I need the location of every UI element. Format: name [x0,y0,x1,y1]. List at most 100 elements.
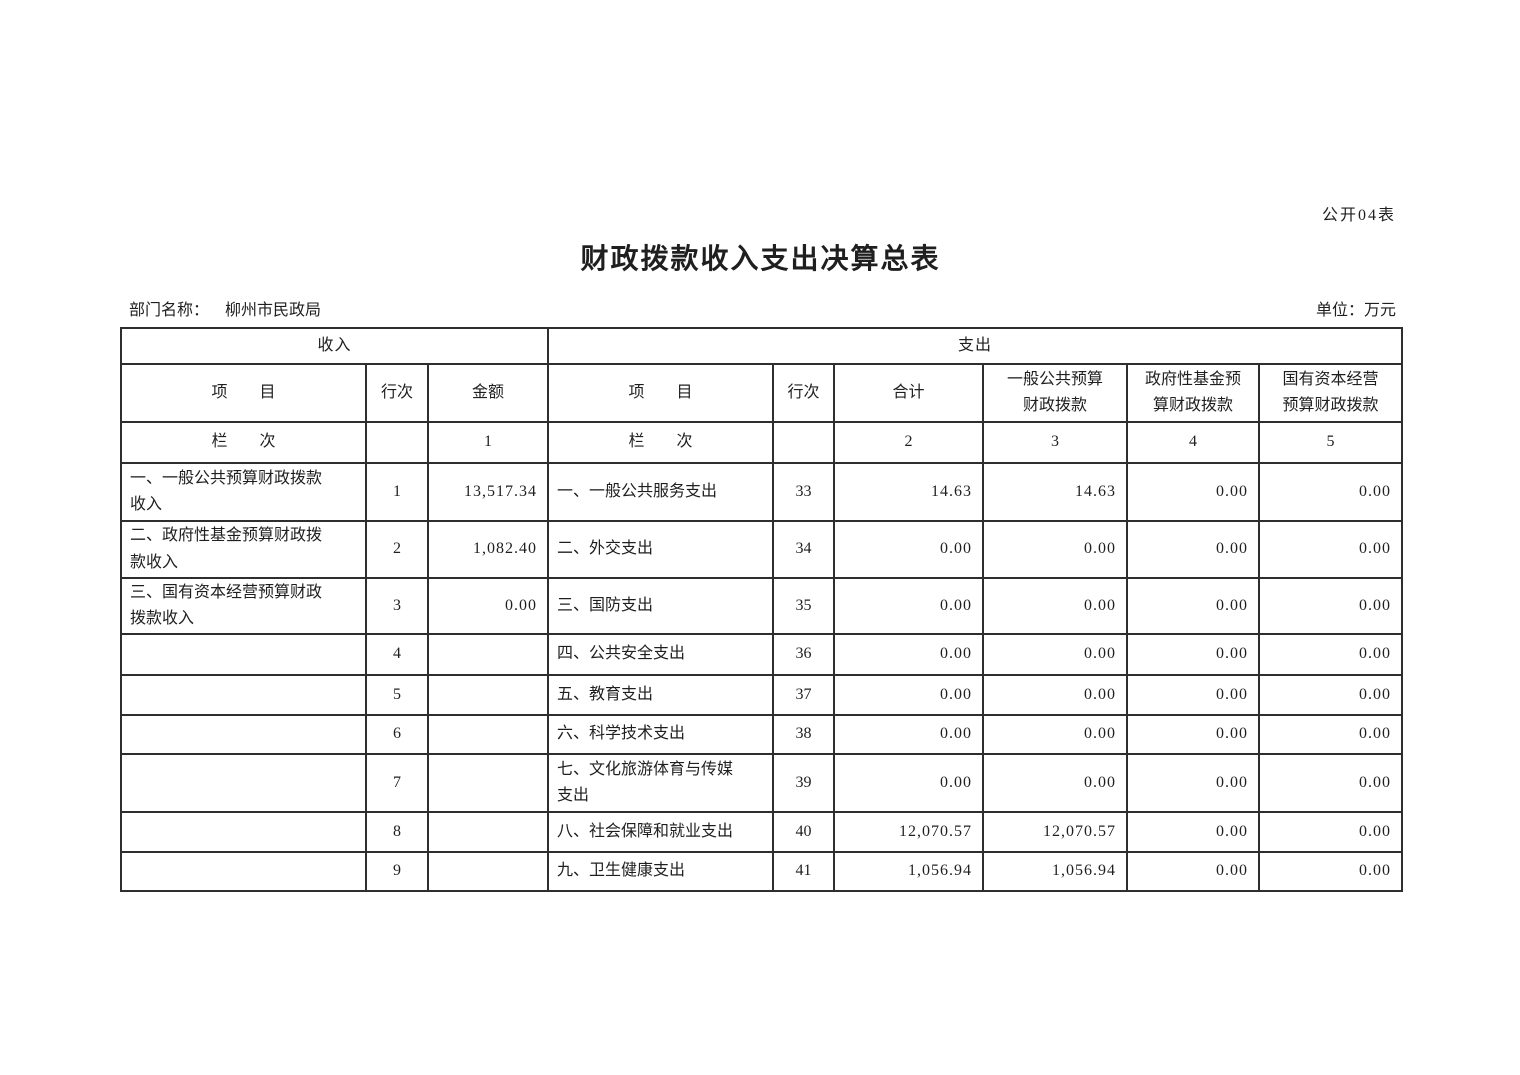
general-budget-cell: 0.00 [982,633,1129,676]
table-row: 二、政府性基金预算财政拨 款收入 2 1,082.40 二、外交支出 34 0.… [120,520,1404,579]
general-budget-cell: 12,070.57 [982,811,1129,853]
income-amount-header: 金额 [426,363,550,423]
total-cell: 0.00 [833,577,985,635]
gov-fund-cell: 0.00 [1126,577,1261,635]
expense-rowno-cell: 41 [772,851,836,892]
expense-lanci-cell: 栏 次 [547,421,775,464]
gov-fund-cell: 0.00 [1126,714,1261,755]
general-budget-cell: 0.00 [982,753,1129,813]
income-rowno-cell: 2 [365,520,429,579]
income-rowno-cell: 6 [365,714,429,755]
table-row: 三、国有资本经营预算财政 拨款收入 3 0.00 三、国防支出 35 0.00 … [120,577,1404,635]
column-number-cell: 2 [833,421,985,464]
table-row: 4 四、公共安全支出 36 0.00 0.00 0.00 0.00 [120,633,1404,676]
expense-rowno-cell: 40 [772,811,836,853]
column-index-row: 栏 次 1 栏 次 2 3 4 5 [120,421,1404,464]
income-rowno-cell: 7 [365,753,429,813]
expense-item-header: 项 目 [547,363,775,423]
general-budget-cell: 0.00 [982,714,1129,755]
empty-cell [365,421,429,464]
table-row: 一、一般公共预算财政拨款 收入 1 13,517.34 一、一般公共服务支出 3… [120,462,1404,522]
income-amount-cell [426,811,550,853]
expense-item-cell: 五、教育支出 [547,674,775,716]
state-capital-cell: 0.00 [1258,714,1404,755]
expense-item-cell: 七、文化旅游体育与传媒 支出 [547,753,775,813]
gov-fund-cell: 0.00 [1126,520,1261,579]
total-cell: 14.63 [833,462,985,522]
income-amount-cell: 13,517.34 [426,462,550,522]
income-item-cell: 二、政府性基金预算财政拨 款收入 [120,520,367,579]
income-item-cell [120,633,367,676]
state-capital-cell: 0.00 [1258,577,1404,635]
income-item-cell: 三、国有资本经营预算财政 拨款收入 [120,577,367,635]
column-number-cell: 3 [982,421,1129,464]
state-capital-cell: 0.00 [1258,753,1404,813]
income-rowno-cell: 8 [365,811,429,853]
total-cell: 12,070.57 [833,811,985,853]
general-budget-cell: 0.00 [982,520,1129,579]
department-label: 部门名称： [129,302,210,319]
expense-item-cell: 四、公共安全支出 [547,633,775,676]
empty-cell [772,421,836,464]
expense-item-cell: 三、国防支出 [547,577,775,635]
state-capital-cell: 0.00 [1258,520,1404,579]
state-capital-cell: 0.00 [1258,633,1404,676]
page-title: 财政拨款收入支出决算总表 [580,244,941,275]
state-capital-cell: 0.00 [1258,462,1404,522]
department-value: 柳州市民政局 [225,302,322,319]
expense-rowno-cell: 35 [772,577,836,635]
income-item-cell [120,714,367,755]
expense-rowno-cell: 36 [772,633,836,676]
expense-rowno-cell: 34 [772,520,836,579]
expense-item-cell: 六、科学技术支出 [547,714,775,755]
income-section-header: 收入 [119,327,550,365]
expense-rowno-cell: 38 [772,714,836,755]
income-item-header: 项 目 [120,363,367,423]
state-capital-cell: 0.00 [1258,851,1404,892]
expense-item-cell: 八、社会保障和就业支出 [547,811,775,853]
gov-fund-header: 政府性基金预 算财政拨款 [1126,363,1261,423]
expense-rowno-cell: 39 [772,753,836,813]
state-capital-cell: 0.00 [1258,674,1404,716]
income-item-cell: 一、一般公共预算财政拨款 收入 [120,462,367,522]
income-amount-cell [426,753,550,813]
income-rowno-cell: 3 [365,577,429,635]
expense-rowno-cell: 33 [772,462,836,522]
gov-fund-cell: 0.00 [1126,633,1261,676]
state-capital-cell: 0.00 [1258,811,1404,853]
income-rowno-cell: 9 [365,851,429,892]
table-row: 9 九、卫生健康支出 41 1,056.94 1,056.94 0.00 0.0… [120,851,1404,892]
table-row: 6 六、科学技术支出 38 0.00 0.00 0.00 0.00 [120,714,1404,755]
total-cell: 0.00 [833,633,985,676]
general-budget-header: 一般公共预算 财政拨款 [982,363,1129,423]
table-row: 7 七、文化旅游体育与传媒 支出 39 0.00 0.00 0.00 0.00 [120,753,1404,813]
total-cell: 0.00 [833,753,985,813]
income-item-cell [120,674,367,716]
form-code-label: 公开04表 [1321,207,1396,224]
unit-label: 单位：万元 [1315,302,1396,319]
table-row: 5 五、教育支出 37 0.00 0.00 0.00 0.00 [120,674,1404,716]
meta-line: 部门名称： 柳州市民政局 单位：万元 [129,296,1396,320]
expense-item-cell: 一、一般公共服务支出 [547,462,775,522]
total-cell: 0.00 [833,674,985,716]
column-number-cell: 1 [426,421,550,464]
income-amount-cell [426,633,550,676]
income-lanci-cell: 栏 次 [120,421,367,464]
expense-item-cell: 二、外交支出 [547,520,775,579]
expense-rowno-cell: 37 [772,674,836,716]
income-amount-cell [426,674,550,716]
department-name: 部门名称： 柳州市民政局 [129,296,321,320]
income-amount-cell: 0.00 [426,577,550,635]
gov-fund-cell: 0.00 [1126,753,1261,813]
column-header-row: 项 目 行次 金额 项 目 行次 合计 一般公共预算 财政拨款 政府性基金预 算… [120,363,1404,423]
income-amount-cell: 1,082.40 [426,520,550,579]
income-item-cell [120,811,367,853]
fiscal-appropriation-table: 收入 支出 项 目 行次 金额 项 目 行次 合计 一般公共预算 财政拨款 政府… [119,327,1404,892]
income-rowno-cell: 4 [365,633,429,676]
gov-fund-cell: 0.00 [1126,462,1261,522]
column-number-cell: 5 [1258,421,1404,464]
income-amount-cell [426,714,550,755]
income-rowno-cell: 5 [365,674,429,716]
gov-fund-cell: 0.00 [1126,851,1261,892]
